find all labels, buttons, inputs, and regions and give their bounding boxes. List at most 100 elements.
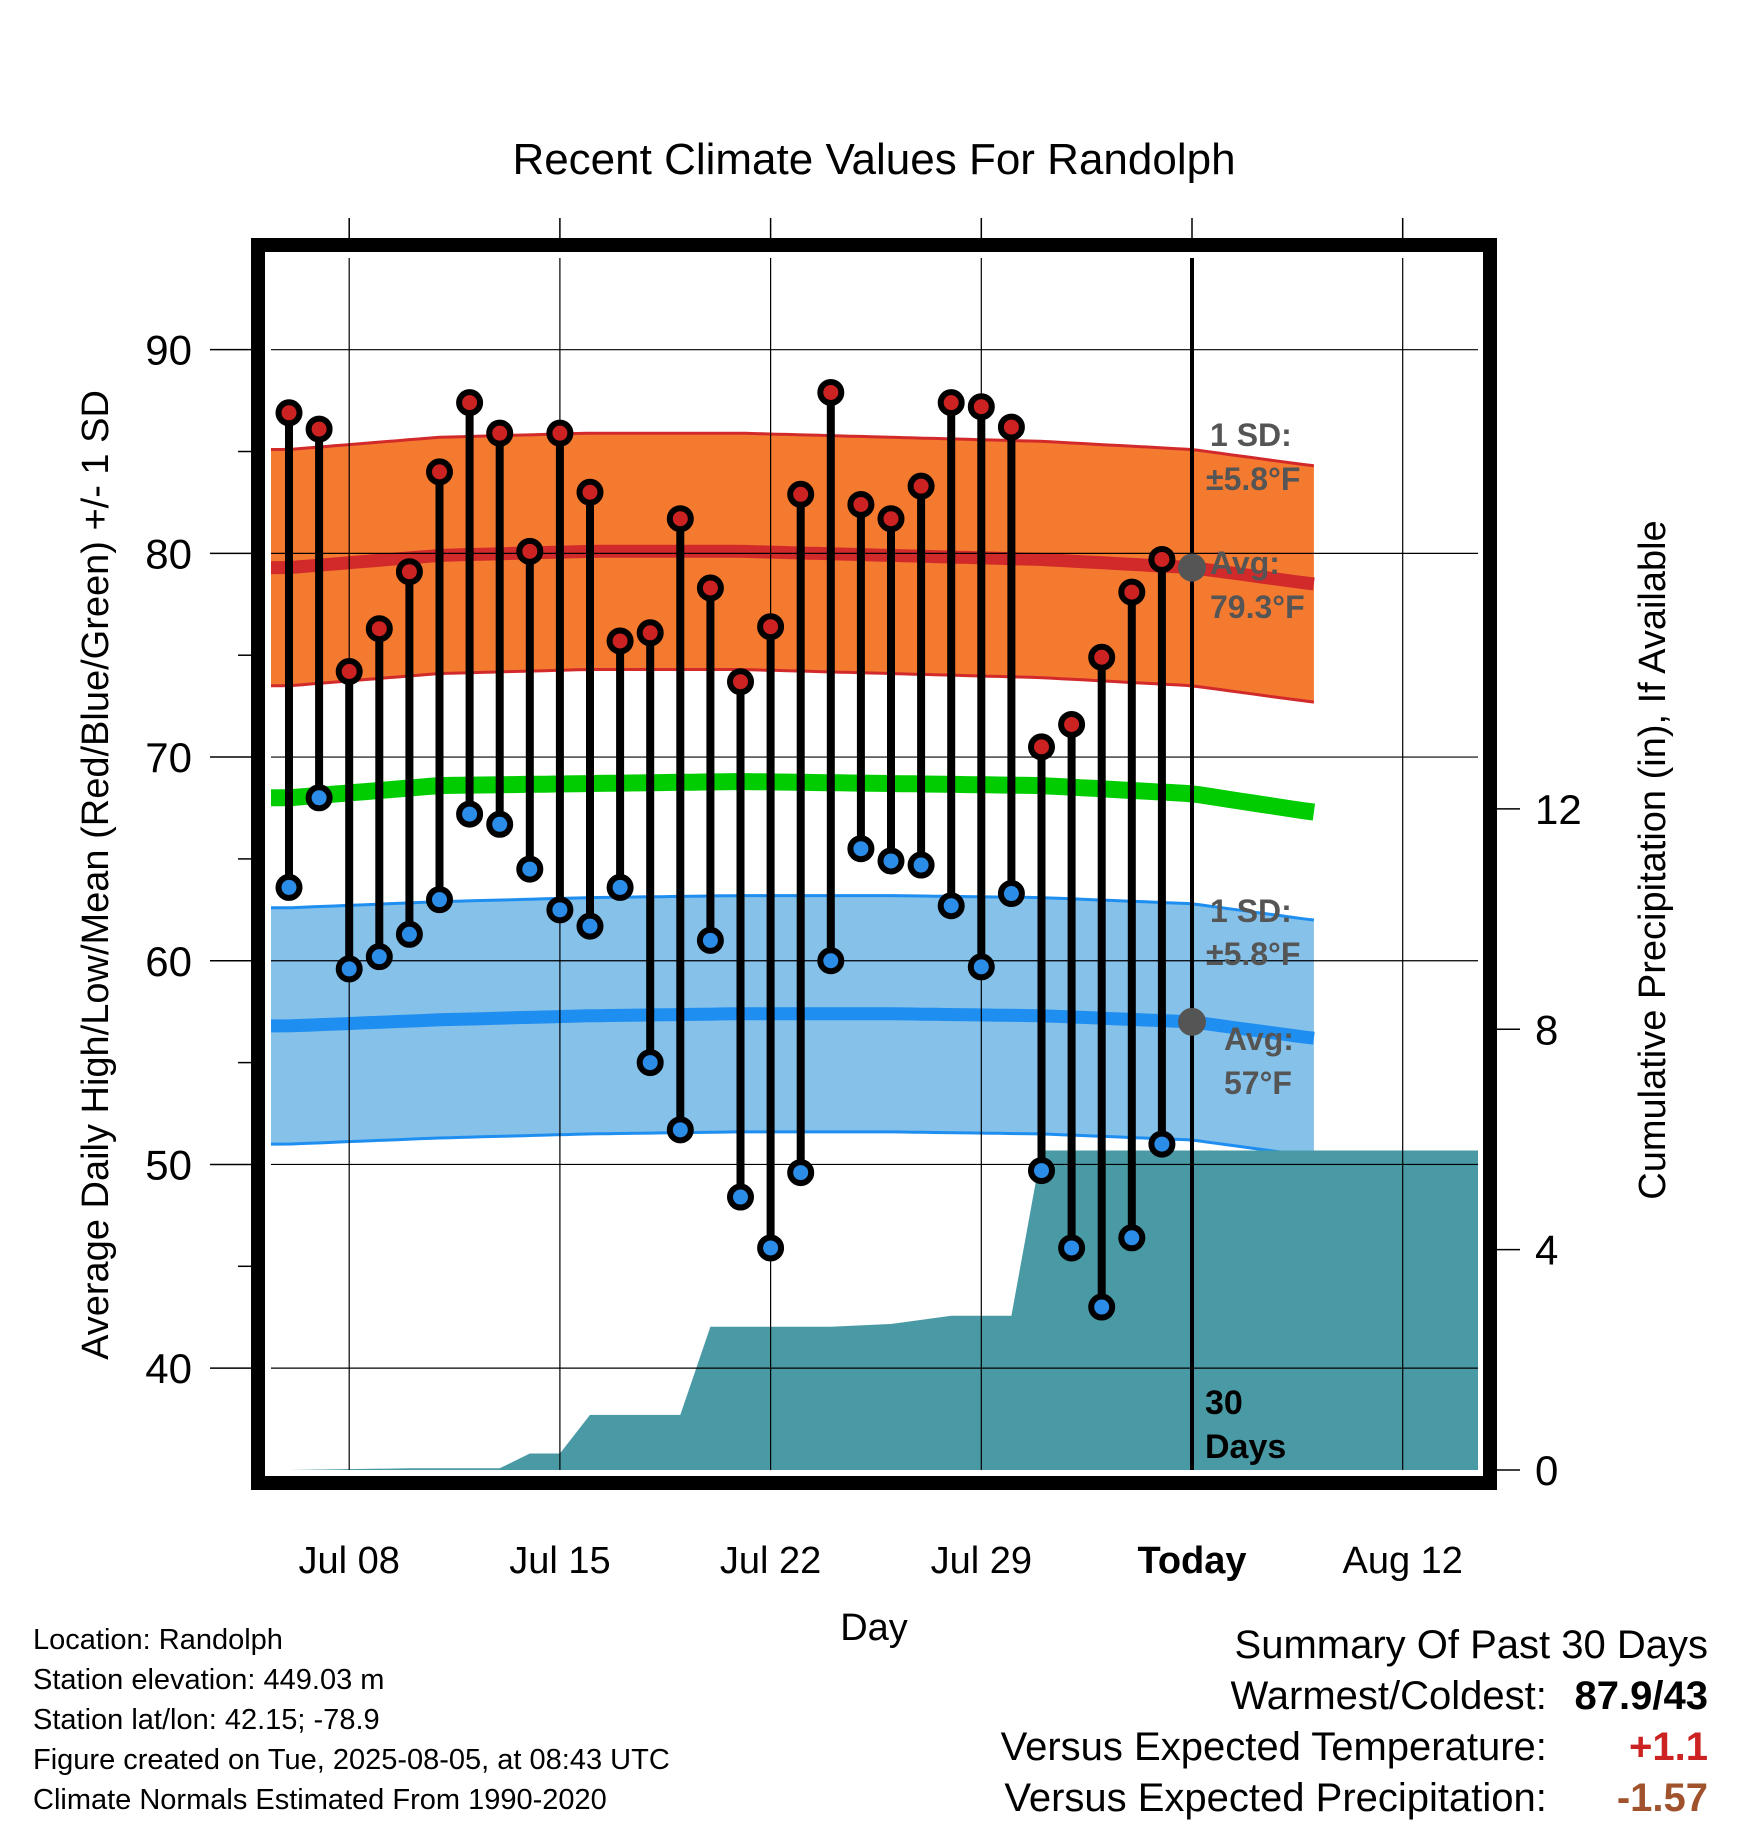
high-point (666, 505, 694, 533)
high-avg-label: Avg: (1210, 545, 1280, 581)
summary-warmest-row: Warmest/Coldest: 87.9/43 (1001, 1671, 1709, 1722)
high-point (787, 480, 815, 508)
high-point (365, 615, 393, 643)
high-point (877, 505, 905, 533)
high-point (967, 393, 995, 421)
low-sd-label: 1 SD: (1210, 893, 1292, 929)
days-label-number: 30 (1205, 1384, 1243, 1422)
temp-value: +1.1 (1629, 1725, 1708, 1769)
high-normal-mean-line (271, 544, 1315, 591)
x-tick-label: Today (1137, 1540, 1246, 1582)
low-point (576, 912, 604, 940)
precip-label: Versus Expected Precipitation: (1004, 1776, 1547, 1820)
today-high-avg-marker (1178, 553, 1206, 582)
summary-title: Summary Of Past 30 Days (1234, 1623, 1708, 1667)
high-point (426, 458, 453, 486)
high-point (1118, 578, 1146, 606)
x-tick-label: Aug 12 (1342, 1540, 1462, 1582)
low-point (907, 851, 935, 879)
low-point (937, 892, 965, 920)
precip-tick-label: 4 (1535, 1227, 1558, 1274)
low-point (516, 855, 544, 883)
low-point (1118, 1224, 1146, 1252)
high-point (997, 413, 1025, 441)
low-normal-mean-line (271, 1007, 1315, 1045)
high-point (275, 399, 303, 427)
precipitation-area (289, 1150, 1478, 1470)
y-tick-label: 70 (145, 734, 192, 781)
y-axis-right-label: Cumulative Precipitation (in), If Availa… (1632, 520, 1674, 1199)
low-point (636, 1049, 664, 1077)
low-point (305, 784, 333, 812)
warmest-value: 87.9/43 (1574, 1674, 1708, 1718)
high-point (817, 378, 845, 406)
low-point (426, 886, 453, 914)
high-point (606, 627, 634, 655)
low-point (967, 953, 995, 981)
x-tick-label: Jul 29 (931, 1540, 1032, 1582)
summary-panel: Summary Of Past 30 Days Warmest/Coldest:… (1001, 1620, 1708, 1824)
low-point (1088, 1293, 1116, 1321)
high-point (486, 419, 514, 447)
chart-title: Recent Climate Values For Randolph (512, 135, 1235, 184)
high-normal-band-upper (271, 431, 1315, 468)
summary-precip-row: Versus Expected Precipitation: -1.57 (1001, 1773, 1708, 1824)
warmest-label: Warmest/Coldest: (1230, 1674, 1547, 1718)
low-point (365, 943, 393, 971)
low-point (787, 1159, 815, 1187)
mean-normal-line (271, 773, 1316, 821)
high-point (576, 478, 604, 506)
location-text: Location: Randolph (33, 1624, 283, 1656)
high-point (305, 415, 333, 443)
high-point (1028, 733, 1055, 761)
low-point (666, 1116, 694, 1144)
high-normal-band-lower (271, 668, 1315, 704)
high-point (757, 613, 785, 641)
x-tick-label: Jul 22 (720, 1540, 821, 1582)
low-point (456, 800, 484, 828)
temp-label: Versus Expected Temperature: (1000, 1725, 1547, 1769)
low-point (696, 926, 724, 954)
high-point (516, 537, 544, 565)
high-point (1148, 545, 1176, 573)
low-point (486, 810, 514, 838)
low-point (1058, 1234, 1086, 1262)
high-point (636, 619, 664, 647)
y-axis-label: Average Daily High/Low/Mean (Red/Blue/Gr… (75, 390, 117, 1360)
high-point (335, 658, 363, 686)
low-point (997, 880, 1025, 908)
high-sd-label: 1 SD: (1210, 417, 1292, 453)
today-low-avg-marker (1178, 1007, 1206, 1036)
low-point (727, 1183, 754, 1211)
low-point (1028, 1157, 1055, 1185)
x-axis-label: Day (840, 1607, 908, 1649)
low-point (757, 1234, 785, 1262)
high-point (847, 490, 875, 518)
y-tick-label: 60 (145, 938, 192, 985)
high-point (727, 668, 754, 696)
high-point (395, 558, 423, 586)
low-point (877, 847, 905, 875)
x-tick-label: Jul 15 (509, 1540, 610, 1582)
low-point (546, 896, 574, 924)
high-sd-value: ±5.8°F (1206, 461, 1300, 497)
y-tick-label: 50 (145, 1141, 192, 1188)
low-point (1148, 1130, 1176, 1158)
precip-tick-label: 12 (1535, 786, 1582, 833)
low-sd-value: ±5.8°F (1206, 936, 1300, 972)
high-point (1058, 710, 1086, 738)
station-info: Location: Randolph Station elevation: 44… (33, 1620, 670, 1820)
summary-temp-row: Versus Expected Temperature: +1.1 (1001, 1722, 1708, 1773)
high-point (907, 472, 935, 500)
y-tick-label: 40 (145, 1345, 192, 1392)
low-point (395, 920, 423, 948)
precip-tick-label: 8 (1535, 1006, 1558, 1053)
high-point (456, 389, 484, 417)
low-avg-value: 57°F (1224, 1065, 1292, 1101)
days-label-text: Days (1205, 1428, 1286, 1466)
y-tick-label: 80 (145, 530, 192, 577)
elevation-text: Station elevation: 449.03 m (33, 1664, 385, 1696)
high-point (937, 389, 965, 417)
low-avg-label: Avg: (1224, 1021, 1294, 1057)
